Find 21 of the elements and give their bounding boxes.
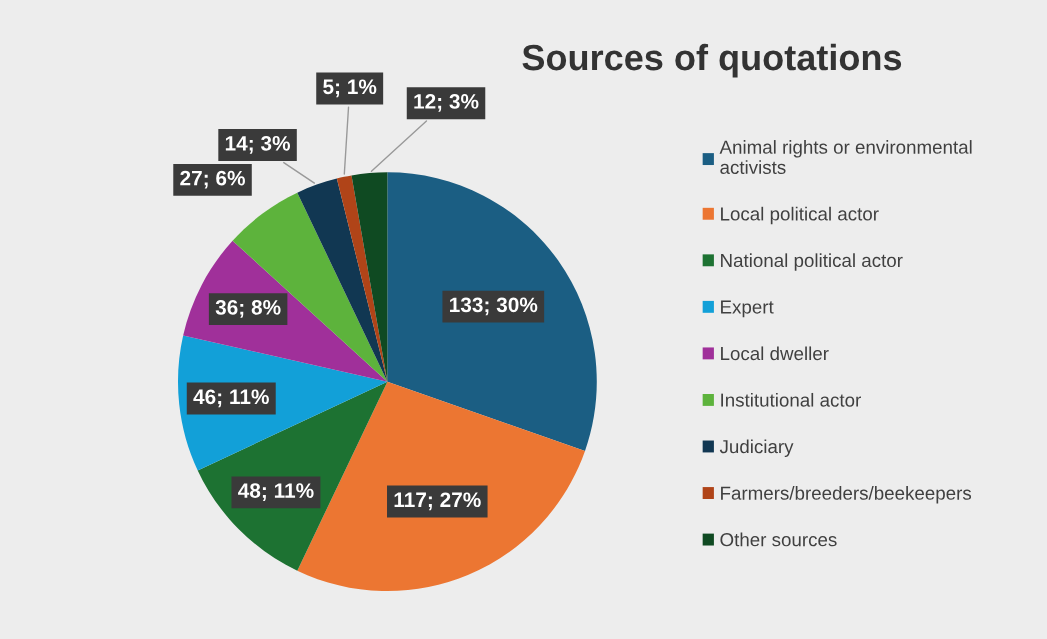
pie-slice xyxy=(387,172,597,451)
data-label: 117; 27% xyxy=(394,492,481,511)
legend-label: Expert xyxy=(721,300,774,318)
data-label: 48; 11% xyxy=(238,483,314,501)
data-label: 46; 11% xyxy=(193,389,269,408)
legend-label: Local political actor xyxy=(721,206,879,225)
pie-slice xyxy=(297,178,388,382)
legend-label: Other sources xyxy=(720,532,837,547)
data-label: 14; 3% xyxy=(225,135,291,154)
data-label: 36; 8% xyxy=(215,299,281,318)
chart-title: Sources of quotations xyxy=(522,43,902,78)
legend-label: Animal rights or environmental activists xyxy=(719,140,972,175)
legend-label: Farmers/breeders/beekeepers xyxy=(721,486,972,504)
legend-label: Institutional actor xyxy=(721,392,861,407)
legend-label: Judiciary xyxy=(719,439,794,457)
legend-label: Local dweller xyxy=(721,346,829,361)
data-label: 133; 30% xyxy=(450,297,538,316)
legend-label: National political actor xyxy=(721,253,903,271)
data-label: 12; 3% xyxy=(414,94,479,112)
data-label: 5; 1% xyxy=(323,79,377,98)
data-label: 27; 6% xyxy=(180,170,245,189)
